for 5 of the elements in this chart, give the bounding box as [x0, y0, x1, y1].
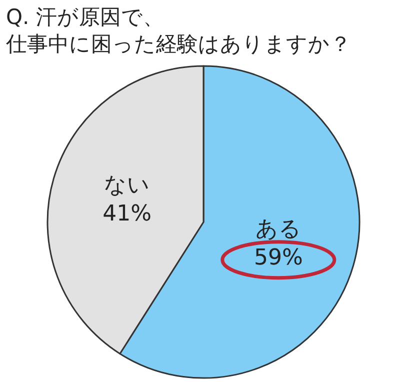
data-label: 59%	[254, 246, 303, 271]
data-label: 41%	[102, 202, 152, 227]
chart-title: Q. 汗が原因で、仕事中に困った経験はありますか？	[6, 5, 351, 56]
slice-label: ない	[104, 173, 150, 198]
slice-label: ある	[255, 216, 302, 242]
